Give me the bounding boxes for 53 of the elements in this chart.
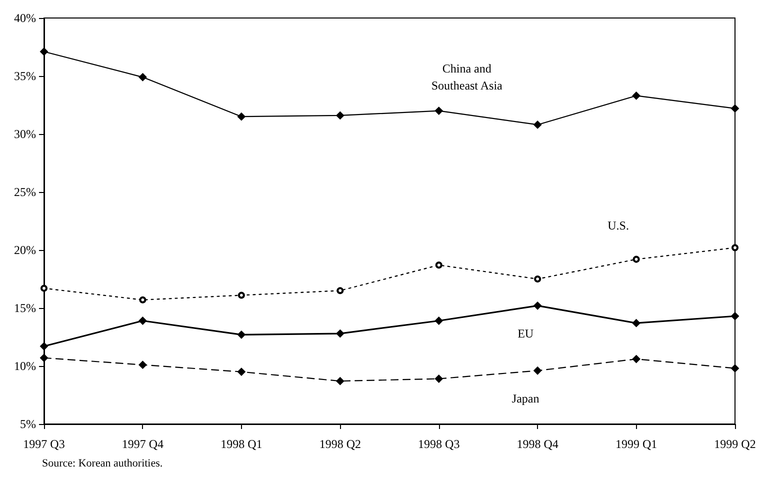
point <box>632 355 640 364</box>
point <box>632 319 640 328</box>
point <box>336 330 344 338</box>
y-tick-label: 25% <box>14 185 36 199</box>
x-tick-label: 1999 Q1 <box>615 437 658 451</box>
point <box>237 368 246 376</box>
point <box>435 262 442 269</box>
y-tick-label: 10% <box>14 359 36 373</box>
point <box>138 316 147 325</box>
point <box>534 302 542 310</box>
point <box>238 292 245 299</box>
point <box>138 73 147 82</box>
point <box>336 377 344 386</box>
point <box>237 112 246 121</box>
text: U.S. <box>608 218 629 232</box>
y-tick-label: 15% <box>14 301 36 315</box>
point <box>434 374 443 383</box>
point <box>139 296 146 304</box>
point <box>40 48 48 56</box>
series-label: EU <box>518 326 534 341</box>
point <box>534 276 542 282</box>
x-tick-label: 1997 Q3 <box>23 437 65 451</box>
series-label: Japan <box>512 392 540 406</box>
point <box>336 287 344 294</box>
point <box>40 354 48 362</box>
point <box>632 256 640 263</box>
y-tick-label: 5% <box>20 417 36 431</box>
point <box>534 120 542 129</box>
point <box>534 366 542 375</box>
point <box>632 92 640 100</box>
series-label: China and Southeast Asia <box>431 61 504 92</box>
point <box>237 330 246 339</box>
x-tick-label: 1998 Q4 <box>516 437 558 451</box>
y-tick-label: 30% <box>14 127 36 141</box>
x-tick-label: 1998 Q3 <box>418 437 460 451</box>
point <box>731 364 739 372</box>
point <box>732 244 738 252</box>
point <box>40 342 48 350</box>
x-tick-label: 1998 Q2 <box>319 437 361 451</box>
x-tick-label: 1999 Q2 <box>714 437 756 451</box>
point <box>434 316 443 325</box>
point <box>138 360 147 369</box>
x-tick-label: 1997 Q4 <box>122 437 164 451</box>
point <box>336 111 344 120</box>
y-tick-label: 20% <box>14 243 36 257</box>
point <box>731 104 739 112</box>
point <box>434 106 443 115</box>
point <box>731 312 739 320</box>
source-note: Source: Korean authorities. <box>42 458 163 470</box>
x-tick-label: 1998 Q1 <box>220 437 262 451</box>
y-tick-label: 40% <box>14 11 36 25</box>
point <box>40 284 48 292</box>
y-tick-label: 35% <box>14 69 36 83</box>
